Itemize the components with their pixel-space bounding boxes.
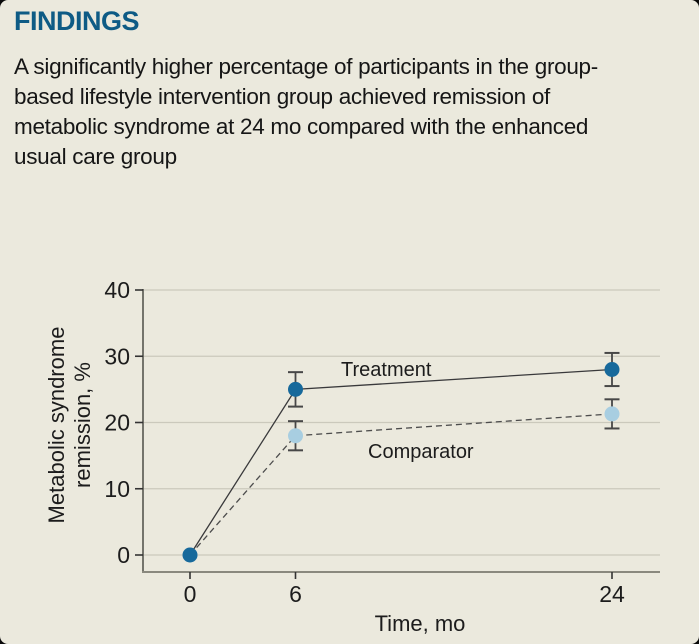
data-point-treatment: [182, 547, 198, 563]
summary-line: metabolic syndrome at 24 mo compared wit…: [14, 114, 589, 139]
y-tick-label: 30: [104, 343, 130, 369]
data-point-comparator: [288, 428, 303, 444]
data-point-treatment: [288, 381, 303, 397]
data-point-comparator: [604, 406, 620, 422]
summary-line: based lifestyle intervention group achie…: [14, 84, 551, 109]
x-axis-title: Time, mo: [375, 611, 466, 636]
y-axis-title: Metabolic syndromeremission, %: [44, 327, 95, 524]
x-tick-label: 0: [184, 581, 197, 607]
series-label-treatment: Treatment: [341, 359, 432, 381]
findings-summary: A significantly higher percentage of par…: [14, 52, 686, 172]
y-tick-label: 20: [104, 410, 130, 436]
series-label-comparator: Comparator: [368, 441, 474, 463]
data-point-treatment: [604, 362, 620, 377]
y-tick-label: 40: [104, 277, 130, 303]
series-line-comparator: [189, 413, 613, 556]
y-tick-label: 10: [104, 476, 130, 502]
y-tick-label: 0: [117, 542, 130, 568]
summary-line: usual care group: [14, 144, 177, 169]
x-tick-label: 6: [289, 581, 302, 607]
x-tick-label: 24: [599, 581, 625, 607]
summary-line: A significantly higher percentage of par…: [14, 54, 598, 79]
panel-heading: FINDINGS: [14, 6, 140, 36]
